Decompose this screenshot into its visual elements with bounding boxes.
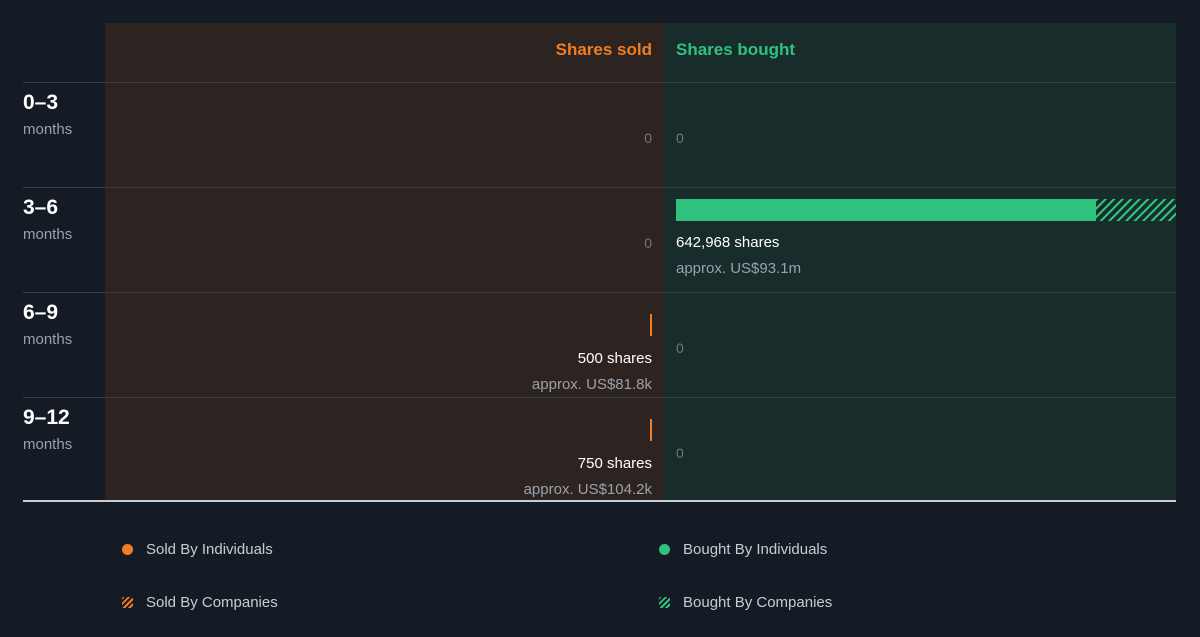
legend-label: Bought By Individuals [683,541,828,558]
shares-bought-header: Shares bought [676,40,796,59]
sold-panel [105,23,664,501]
legend-label: Sold By Individuals [146,541,273,558]
row-label: 9–12 months [23,405,72,453]
sold-individuals-bar [650,419,652,441]
sold-approx-value: approx. US$104.2k [523,481,652,498]
sold-shares-label: 500 shares [577,350,652,367]
bought-companies-bar [1095,199,1176,221]
period-label: 9–12 [23,406,70,429]
legend-label: Bought By Companies [683,594,833,611]
shares-sold-header: Shares sold [555,40,652,59]
bought-zero-label: 0 [676,130,684,146]
legend-hatch-icon [122,597,133,608]
row-divider [23,187,1176,188]
row-divider [23,397,1176,398]
bought-zero-label: 0 [676,445,684,461]
row-label: 6–9 months [23,300,72,348]
sold-approx-value: approx. US$81.8k [531,376,652,393]
sold-zero-label: 0 [644,130,652,146]
sold-shares-label: 750 shares [577,455,652,472]
bought-approx-value: approx. US$93.1m [676,260,802,277]
period-unit: months [23,436,73,453]
legend-label: Sold By Companies [146,594,278,611]
period-unit: months [23,226,73,243]
sold-zero-label: 0 [644,235,652,251]
bought-shares-label: 642,968 shares [676,234,780,251]
period-unit: months [23,121,73,138]
legend-item: Bought By Companies [659,594,832,611]
bought-individuals-bar [676,199,1096,221]
legend-dot-icon [659,544,670,555]
bought-panel [664,23,1176,501]
bought-zero-label: 0 [676,340,684,356]
row-label: 3–6 months [23,195,72,243]
legend-item: Bought By Individuals [659,541,827,558]
row-divider [23,82,1176,83]
baseline-axis [23,500,1176,502]
row-label: 0–3 months [23,90,72,138]
period-unit: months [23,331,73,348]
sold-individuals-bar [650,314,652,336]
legend-hatch-icon [659,597,670,608]
legend-item: Sold By Individuals [122,541,273,558]
row-divider [23,292,1176,293]
period-label: 3–6 [23,196,59,219]
legend-dot-icon [122,544,133,555]
legend-item: Sold By Companies [122,594,278,611]
period-label: 6–9 [23,301,59,324]
period-label: 0–3 [23,91,59,114]
